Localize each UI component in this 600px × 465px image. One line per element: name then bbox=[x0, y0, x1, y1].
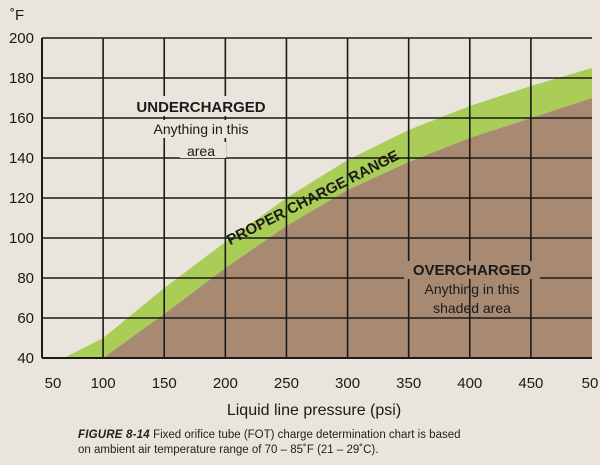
x-tick-label: 50 bbox=[45, 375, 62, 392]
y-tick-label: 180 bbox=[9, 70, 34, 87]
overcharged-text-line-1: Anything in this bbox=[425, 281, 520, 297]
x-tick-label: 200 bbox=[213, 375, 238, 392]
undercharged-title-bg bbox=[126, 96, 276, 116]
undercharged-text-line-1: Anything in this bbox=[154, 121, 249, 137]
figure-label: FIGURE 8-14 bbox=[78, 429, 150, 441]
charge-determination-chart: 40 60 80 100 120 140 160 180 200 50 100 150 200 250 30… bbox=[9, 7, 599, 419]
y-unit-label: ˚F bbox=[10, 7, 24, 24]
y-tick-label: 60 bbox=[17, 310, 34, 327]
undercharged-text-bg bbox=[136, 120, 264, 138]
undercharged-title: UNDERCHARGED bbox=[136, 99, 265, 116]
y-tick-label: 40 bbox=[17, 350, 34, 367]
y-tick-label: 100 bbox=[9, 230, 34, 247]
proper-charge-band bbox=[64, 68, 592, 358]
overcharged-title: OVERCHARGED bbox=[413, 262, 532, 279]
x-tick-label: 250 bbox=[274, 375, 299, 392]
x-tick-label: 300 bbox=[335, 375, 360, 392]
x-tick-label: 150 bbox=[152, 375, 177, 392]
x-axis-label: Liquid line pressure (psi) bbox=[227, 402, 401, 419]
x-tick-label: 350 bbox=[396, 375, 421, 392]
undercharged-text-bg-2 bbox=[180, 142, 226, 158]
undercharged-text-line-2: area bbox=[187, 143, 215, 159]
x-tick-label: 450 bbox=[518, 375, 543, 392]
figure-caption: FIGURE 8-14 Fixed orifice tube (FOT) cha… bbox=[78, 428, 578, 458]
x-tick-label: 100 bbox=[91, 375, 116, 392]
caption-line-1: Fixed orifice tube (FOT) charge determin… bbox=[153, 429, 461, 441]
x-tick-label: 50 bbox=[582, 375, 599, 392]
y-tick-label: 160 bbox=[9, 110, 34, 127]
overcharged-title-bg bbox=[404, 261, 540, 279]
overcharged-text-line-2: shaded area bbox=[433, 300, 511, 316]
y-tick-label: 200 bbox=[9, 30, 34, 47]
caption-line-2: on ambient air temperature range of 70 –… bbox=[78, 444, 379, 456]
x-tick-label: 400 bbox=[457, 375, 482, 392]
y-tick-label: 140 bbox=[9, 150, 34, 167]
y-tick-label: 80 bbox=[17, 270, 34, 287]
y-tick-label: 120 bbox=[9, 190, 34, 207]
